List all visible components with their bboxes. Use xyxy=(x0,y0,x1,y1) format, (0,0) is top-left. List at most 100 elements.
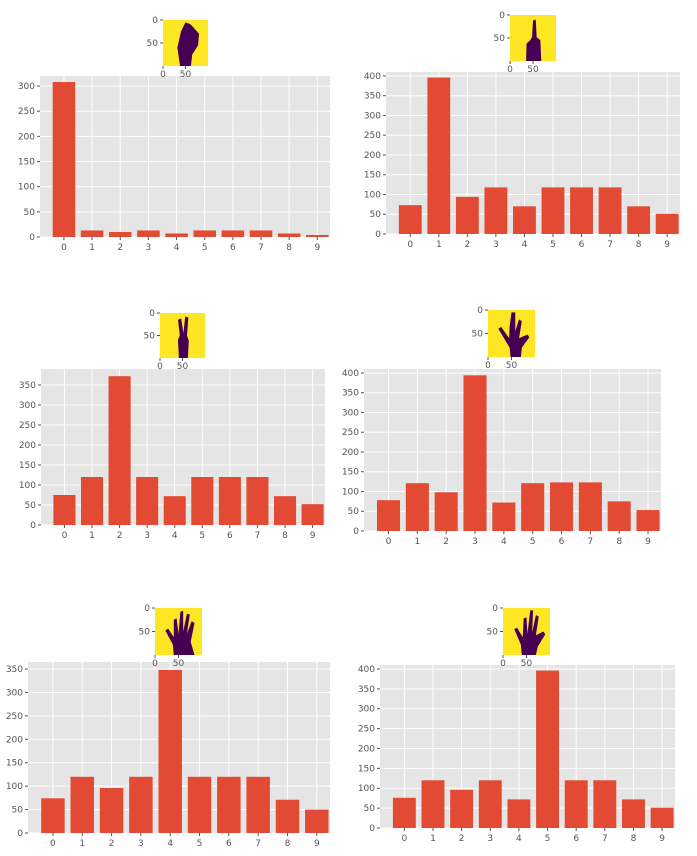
bar xyxy=(70,776,94,833)
thumb-x-tick-label: 50 xyxy=(527,65,539,75)
x-tick-label: 1 xyxy=(89,531,95,541)
thumb-y-tick-label: 50 xyxy=(144,332,156,342)
thumb-x-tick-label: 50 xyxy=(521,659,533,669)
bar xyxy=(301,504,324,525)
x-tick-label: 7 xyxy=(602,834,608,844)
bar xyxy=(52,82,76,237)
y-tick-label: 250 xyxy=(342,428,359,438)
bar xyxy=(273,496,297,525)
bar xyxy=(165,233,188,237)
thumb-y-tick-label: 0 xyxy=(477,306,483,316)
bar xyxy=(536,670,560,828)
thumb-x-tick-label: 50 xyxy=(173,659,185,669)
bar xyxy=(246,776,270,833)
x-tick-label: 9 xyxy=(314,839,320,849)
thumb-x-tick-label: 50 xyxy=(180,70,192,80)
y-tick-label: 150 xyxy=(6,759,23,769)
y-tick-label: 300 xyxy=(6,688,23,698)
x-tick-label: 9 xyxy=(314,243,320,253)
chart-panel-5: 0 50 100 150 200 250 300 350 400 0 1 2 3 4 5 6 7 8 9 0 50 0 50 xyxy=(358,604,675,844)
hand-five-fingers-icon: 0 50 0 50 xyxy=(487,604,550,669)
x-tick-label: 5 xyxy=(202,243,208,253)
thumb-y-tick-label: 0 xyxy=(149,309,155,319)
bar xyxy=(99,788,124,833)
x-tick-label: 9 xyxy=(645,537,651,547)
bar xyxy=(80,230,104,237)
bar xyxy=(478,780,502,828)
y-tick-label: 250 xyxy=(358,725,375,735)
y-tick-label: 150 xyxy=(364,171,381,181)
bar xyxy=(434,492,458,531)
thumb-x-tick-label: 0 xyxy=(152,659,158,669)
bar xyxy=(305,809,329,833)
y-tick-label: 0 xyxy=(353,527,359,537)
chart-panel-1: 0 50 100 150 200 250 300 350 400 0 1 2 3 4 5 6 7 8 9 0 50 0 50 xyxy=(364,11,680,250)
y-tick-label: 300 xyxy=(358,705,375,715)
x-tick-label: 7 xyxy=(607,240,613,250)
thumb-y-tick-label: 50 xyxy=(147,39,159,49)
bar xyxy=(593,780,617,828)
thumb-x-tick-label: 0 xyxy=(507,65,513,75)
chart-panel-0: 0 50 100 150 200 250 300 0 1 2 3 4 5 6 7 8 9 0 50 0 50 xyxy=(18,16,330,253)
x-tick-label: 4 xyxy=(501,537,507,547)
thumb-y-tick-label: 0 xyxy=(492,604,498,614)
bar xyxy=(650,807,674,828)
bar xyxy=(306,234,329,237)
plot-area xyxy=(40,76,330,237)
y-tick-label: 100 xyxy=(364,190,381,200)
x-tick-label: 5 xyxy=(530,537,536,547)
x-tick-label: 6 xyxy=(579,240,585,250)
y-tick-label: 100 xyxy=(19,481,36,491)
x-tick-label: 2 xyxy=(464,240,470,250)
y-tick-label: 0 xyxy=(375,230,381,240)
bar xyxy=(80,477,104,525)
bar xyxy=(246,477,269,525)
x-tick-label: 0 xyxy=(61,243,67,253)
bar xyxy=(421,780,445,828)
x-tick-label: 4 xyxy=(174,243,180,253)
x-tick-label: 6 xyxy=(573,834,579,844)
thumb-y-tick-label: 50 xyxy=(472,330,484,340)
bar xyxy=(484,187,508,234)
bar xyxy=(521,483,545,531)
x-tick-label: 6 xyxy=(227,531,233,541)
y-tick-label: 200 xyxy=(18,132,35,142)
y-tick-label: 150 xyxy=(18,158,35,168)
bar xyxy=(218,477,241,525)
x-tick-label: 2 xyxy=(443,537,449,547)
x-tick-label: 7 xyxy=(258,243,264,253)
x-tick-label: 0 xyxy=(50,839,56,849)
y-tick-label: 350 xyxy=(364,92,381,102)
x-tick-label: 6 xyxy=(226,839,232,849)
y-tick-label: 50 xyxy=(24,208,36,218)
x-tick-label: 1 xyxy=(89,243,95,253)
y-tick-label: 50 xyxy=(12,806,24,816)
hand-silhouette xyxy=(498,312,530,357)
x-tick-label: 5 xyxy=(545,834,551,844)
x-tick-label: 6 xyxy=(230,243,236,253)
bar xyxy=(427,77,451,234)
hand-four-fingers-icon: 0 50 0 50 xyxy=(139,604,202,669)
y-tick-label: 50 xyxy=(348,507,360,517)
bar xyxy=(221,230,245,237)
x-tick-label: 3 xyxy=(472,537,478,547)
bar xyxy=(129,776,153,833)
y-tick-label: 250 xyxy=(364,131,381,141)
x-tick-label: 1 xyxy=(79,839,85,849)
hand-silhouette xyxy=(177,22,199,66)
x-tick-label: 1 xyxy=(430,834,436,844)
bar xyxy=(564,780,588,828)
thumb-y-tick-label: 50 xyxy=(487,628,499,638)
x-tick-label: 3 xyxy=(146,243,152,253)
y-tick-label: 200 xyxy=(6,735,23,745)
y-tick-label: 350 xyxy=(342,389,359,399)
bar xyxy=(598,187,622,234)
thumb-x-tick-label: 0 xyxy=(500,659,506,669)
y-tick-label: 0 xyxy=(369,824,375,834)
x-tick-label: 2 xyxy=(109,839,115,849)
y-tick-label: 350 xyxy=(19,381,36,391)
x-tick-label: 0 xyxy=(62,531,68,541)
bar xyxy=(158,669,182,833)
x-tick-label: 1 xyxy=(414,537,420,547)
bar xyxy=(636,510,660,531)
